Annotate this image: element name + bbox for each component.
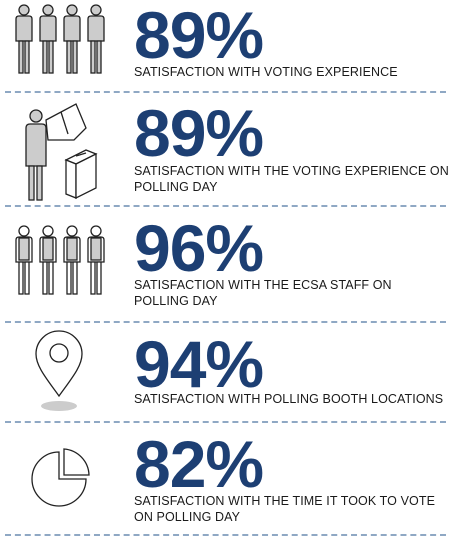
stat-ecsa-staff: 96% SATISFACTION WITH THE ECSA STAFF ON … [0,207,451,322]
divider [5,534,446,536]
stat-percent: 89% [134,96,264,170]
stat-caption: SATISFACTION WITH VOTING EXPERIENCE [134,65,398,79]
stat-booth-locations: 94% SATISFACTION WITH POLLING BOOTH LOCA… [0,323,451,421]
divider [5,421,446,423]
divider [5,321,446,323]
stat-caption: SATISFACTION WITH THE TIME IT TOOK TO VO… [134,494,436,524]
stat-polling-day-experience: 89% SATISFACTION WITH THE VOTING EXPERIE… [0,92,451,205]
pie-clock-icon [31,448,90,507]
stat-percent: 96% [134,211,264,285]
divider [5,91,446,93]
voter-at-booth-icon [25,103,98,201]
stat-percent: 89% [134,0,264,72]
stat-caption: SATISFACTION WITH POLLING BOOTH LOCATION… [134,392,444,406]
stat-percent: 94% [134,327,264,401]
stat-caption: SATISFACTION WITH THE VOTING EXPERIENCE … [134,164,449,194]
stat-time-to-vote: 82% SATISFACTION WITH THE TIME IT TOOK T… [0,423,451,533]
divider [5,205,446,207]
staff-group-icon [15,225,105,295]
stat-caption: SATISFACTION WITH THE ECSA STAFF ON POLL… [134,278,392,308]
four-people-icon [15,4,105,74]
stat-percent: 82% [134,427,264,501]
location-pin-icon [35,330,83,411]
stat-voting-experience: 89% SATISFACTION WITH VOTING EXPERIENCE [0,0,451,90]
